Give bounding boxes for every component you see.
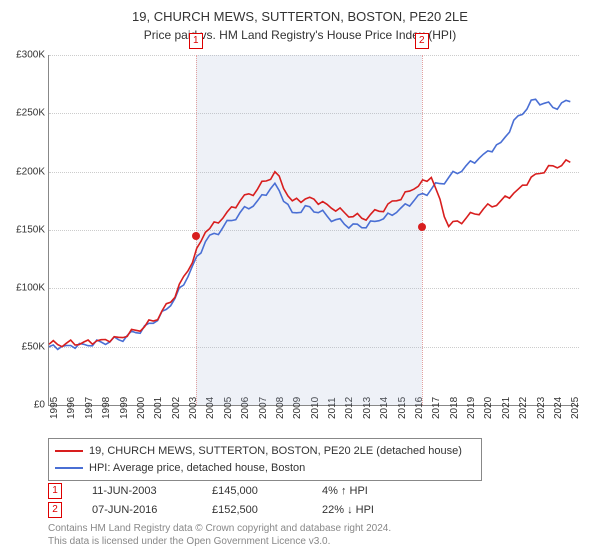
sale-number-badge: 2: [48, 502, 62, 518]
series-line-property: [49, 160, 570, 347]
chart-subtitle: Price paid vs. HM Land Registry's House …: [0, 26, 600, 42]
legend-row: HPI: Average price, detached house, Bost…: [55, 460, 475, 477]
legend: 19, CHURCH MEWS, SUTTERTON, BOSTON, PE20…: [48, 438, 482, 481]
y-axis-label: £150K: [0, 225, 45, 236]
sales-records: 1 11-JUN-2003 £145,000 4% ↑ HPI 2 07-JUN-2016…: [48, 482, 374, 519]
series-line-hpi: [49, 99, 570, 349]
sale-date: 07-JUN-2016: [92, 501, 182, 520]
y-axis-label: £250K: [0, 108, 45, 119]
legend-row: 19, CHURCH MEWS, SUTTERTON, BOSTON, PE20…: [55, 443, 475, 460]
sale-price: £152,500: [212, 501, 292, 520]
legend-swatch: [55, 450, 83, 452]
y-axis-label: £50K: [0, 341, 45, 352]
legend-swatch: [55, 467, 83, 469]
y-axis-label: £300K: [0, 50, 45, 61]
sale-dot-2: [418, 223, 426, 231]
sale-price: £145,000: [212, 482, 292, 501]
y-axis-label: £100K: [0, 283, 45, 294]
sale-record: 1 11-JUN-2003 £145,000 4% ↑ HPI: [48, 482, 374, 501]
chart-title: 19, CHURCH MEWS, SUTTERTON, BOSTON, PE20…: [0, 0, 600, 26]
sale-record: 2 07-JUN-2016 £152,500 22% ↓ HPI: [48, 501, 374, 520]
legend-label: 19, CHURCH MEWS, SUTTERTON, BOSTON, PE20…: [89, 443, 462, 460]
footer-line-2: This data is licensed under the Open Gov…: [48, 535, 391, 548]
sale-delta: 22% ↓ HPI: [322, 501, 374, 520]
sale-marker-1: 1: [189, 33, 203, 49]
sale-delta: 4% ↑ HPI: [322, 482, 368, 501]
footer-line-1: Contains HM Land Registry data © Crown c…: [48, 522, 391, 535]
legend-label: HPI: Average price, detached house, Bost…: [89, 460, 305, 477]
sale-number-badge: 1: [48, 483, 62, 499]
sale-marker-2: 2: [415, 33, 429, 49]
y-axis-label: £200K: [0, 166, 45, 177]
sale-date: 11-JUN-2003: [92, 482, 182, 501]
y-axis-label: £0: [0, 400, 45, 411]
sale-dot-1: [192, 232, 200, 240]
footer-attribution: Contains HM Land Registry data © Crown c…: [48, 522, 391, 548]
chart-plot-area: £0£50K£100K£150K£200K£250K£300K199519961…: [48, 55, 579, 406]
